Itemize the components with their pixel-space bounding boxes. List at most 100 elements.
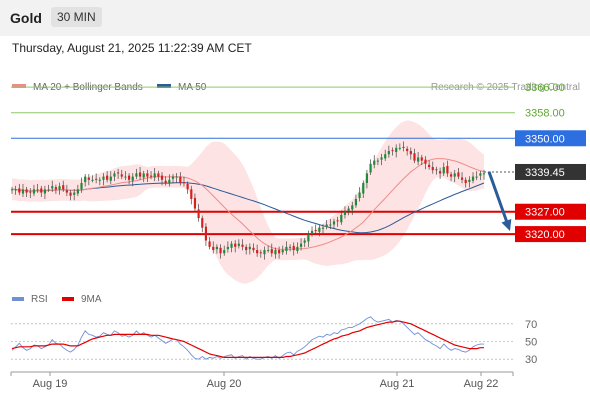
candle-body <box>182 182 186 184</box>
candle-body <box>479 173 482 176</box>
candle-body <box>446 166 449 174</box>
candle-body <box>365 173 369 183</box>
x-tick-label: Aug 22 <box>464 378 499 390</box>
candle-body <box>288 246 292 248</box>
candle-body <box>84 176 87 183</box>
candle-body <box>325 224 328 227</box>
candle-body <box>453 173 456 177</box>
candle-body <box>131 176 134 181</box>
candle-body <box>471 176 475 181</box>
last-price-tag <box>515 163 586 180</box>
rsi-tick-label: 70 <box>525 319 537 331</box>
candle-body <box>398 147 401 149</box>
candle-body <box>263 250 266 255</box>
level-label: 3366.00 <box>525 82 565 94</box>
candle-body <box>65 190 68 193</box>
candle-body <box>91 179 94 181</box>
candle-body <box>14 189 17 191</box>
candle-body <box>314 229 317 231</box>
candle-body <box>69 192 72 196</box>
candle-body <box>179 176 182 183</box>
candle-body <box>464 179 467 183</box>
candle-body <box>274 250 277 255</box>
level-label: 3320.00 <box>525 229 565 241</box>
candle-body <box>351 205 354 210</box>
candle-body <box>256 250 259 254</box>
candle-body <box>373 160 376 165</box>
candle-body <box>329 224 332 226</box>
rsi-tick-label: 50 <box>525 337 537 349</box>
candle-body <box>18 188 21 193</box>
level-label: 3350.00 <box>525 133 565 145</box>
level-label: 3358.00 <box>525 108 565 120</box>
candle-body <box>43 189 47 194</box>
chart-timestamp: Thursday, August 21, 2025 11:22:39 AM CE… <box>12 41 252 55</box>
candle-body <box>223 250 226 254</box>
candle-body <box>457 172 460 177</box>
candle-body <box>186 183 189 190</box>
candle-body <box>321 227 325 229</box>
candle-body <box>241 244 244 247</box>
candle-body <box>435 169 438 171</box>
candle-body <box>369 163 372 173</box>
candle-body <box>270 249 273 254</box>
candle-body <box>278 250 281 254</box>
candle-body <box>113 173 116 177</box>
candle-body <box>343 211 347 215</box>
candle-body <box>54 187 58 190</box>
candle-body <box>80 182 83 190</box>
candle-body <box>395 147 398 153</box>
candle-body <box>318 227 321 232</box>
candle-body <box>299 243 303 247</box>
candle-body <box>347 208 350 211</box>
candle-body <box>292 245 295 251</box>
candle-body <box>168 179 171 183</box>
candle-body <box>146 173 149 177</box>
candle-body <box>149 175 153 177</box>
legend-swatch <box>12 84 26 88</box>
candle-body <box>380 157 383 160</box>
candle-body <box>409 151 412 155</box>
rsi-tick-label: 30 <box>525 354 537 366</box>
candle-body <box>76 189 79 194</box>
candle-body <box>428 164 431 168</box>
candle-body <box>340 214 343 223</box>
candle-body <box>171 176 175 179</box>
x-tick-label: Aug 21 <box>380 378 415 390</box>
candle-body <box>482 173 486 175</box>
candle-body <box>106 175 109 180</box>
candle-body <box>376 160 379 162</box>
header-bar: Gold 30 MIN <box>0 0 590 36</box>
candle-body <box>138 172 142 177</box>
rsi-series-line <box>11 316 484 360</box>
candle-body <box>285 246 288 252</box>
candle-body <box>193 197 197 209</box>
candle-body <box>153 173 156 178</box>
instrument-title: Gold <box>10 10 42 26</box>
candle-body <box>175 176 178 178</box>
candle-body <box>73 192 76 195</box>
candle-body <box>413 153 416 161</box>
candle-body <box>201 218 204 228</box>
candle-body <box>190 189 193 199</box>
x-tick-label: Aug 20 <box>207 378 242 390</box>
candle-body <box>62 185 65 190</box>
candle-body <box>296 246 299 252</box>
x-tick-label: Aug 19 <box>33 378 68 390</box>
candle-body <box>234 243 237 247</box>
candle-body <box>449 174 453 177</box>
candle-body <box>406 148 409 152</box>
candle-body <box>160 175 164 180</box>
rsi-legend-swatch <box>62 297 74 301</box>
candle-body <box>391 150 394 152</box>
candle-body <box>127 175 131 180</box>
timeframe-selector[interactable]: 30 MIN <box>51 7 102 27</box>
candle-body <box>402 146 405 148</box>
candle-body <box>109 176 112 181</box>
candle-body <box>310 230 314 235</box>
candle-body <box>303 240 306 243</box>
candle-body <box>135 173 138 177</box>
candle-body <box>442 167 445 174</box>
candle-body <box>204 226 208 241</box>
